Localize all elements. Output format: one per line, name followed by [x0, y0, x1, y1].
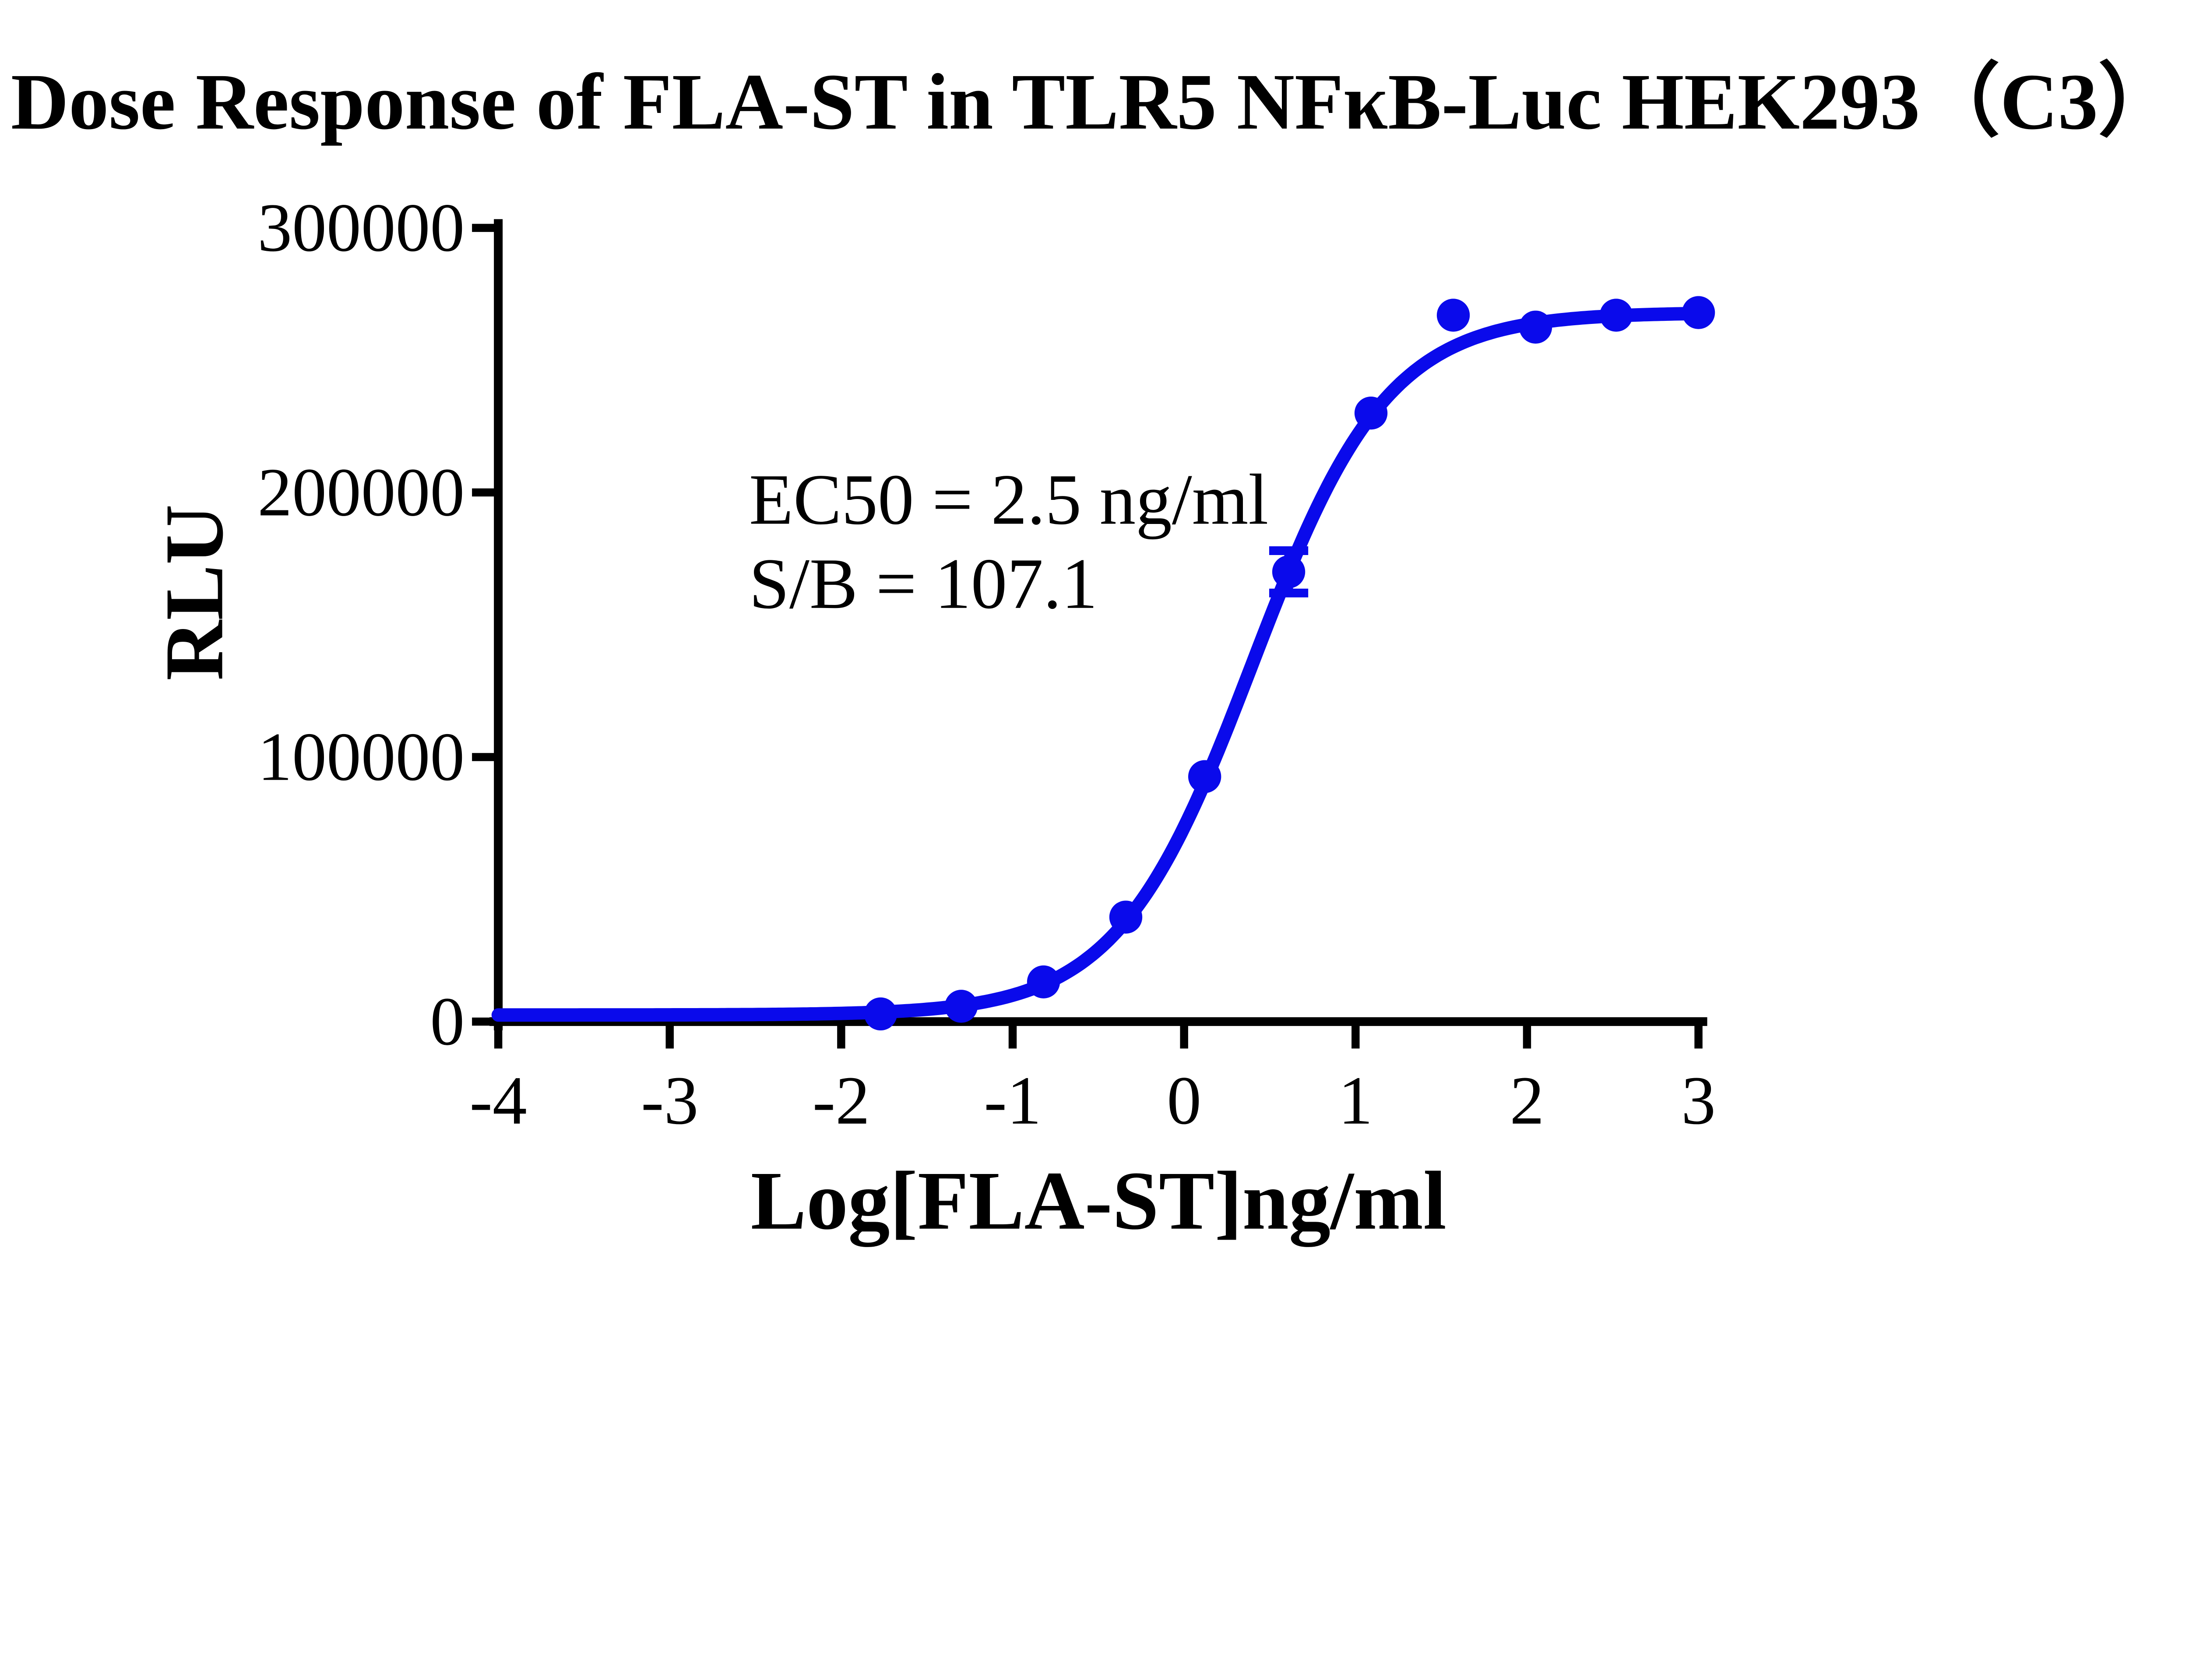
data-point	[944, 990, 978, 1023]
data-point	[1272, 555, 1306, 589]
data-point	[1599, 299, 1633, 332]
data-point	[1519, 310, 1552, 344]
data-point	[1354, 397, 1388, 430]
y-tick-label: 300000	[257, 190, 465, 266]
y-axis-title: RLU	[148, 504, 241, 681]
dose-response-figure: Dose Response of FLA-ST in TLR5 NFκB-Luc…	[11, 57, 2178, 1247]
y-tick-label: 200000	[257, 454, 465, 531]
data-series	[864, 296, 1715, 1031]
x-tick-label: -2	[813, 1063, 870, 1139]
chart-title: Dose Response of FLA-ST in TLR5 NFκB-Luc…	[11, 57, 2178, 146]
dose-response-chart: Dose Response of FLA-ST in TLR5 NFκB-Luc…	[11, 57, 2178, 1247]
axes: 0 100000 200000 300000 -4 -3 -2 -1 0 1 2 3	[257, 190, 1716, 1139]
x-tick-label: -1	[984, 1063, 1041, 1139]
y-tick-label: 100000	[257, 719, 465, 795]
x-tick-label: 0	[1167, 1063, 1201, 1139]
x-axis-title: Log[FLA-ST]ng/ml	[751, 1155, 1446, 1247]
ec50-annotation: EC50 = 2.5 ng/ml	[749, 460, 1268, 540]
data-point	[1188, 760, 1221, 793]
data-point	[1027, 965, 1060, 998]
y-tick-label: 0	[430, 984, 465, 1060]
data-point	[1436, 299, 1470, 332]
fit-curve	[491, 306, 1705, 1022]
data-point	[864, 997, 897, 1031]
x-tick-label: 3	[1681, 1063, 1716, 1139]
signal-to-background-annotation: S/B = 107.1	[749, 544, 1098, 624]
x-tick-label: 1	[1338, 1063, 1373, 1139]
fit-curve-path	[491, 306, 1705, 1022]
data-point	[1682, 296, 1715, 329]
x-tick-label: -4	[469, 1063, 527, 1139]
data-point	[1109, 900, 1143, 934]
x-tick-label: -3	[641, 1063, 698, 1139]
x-tick-label: 2	[1510, 1063, 1545, 1139]
